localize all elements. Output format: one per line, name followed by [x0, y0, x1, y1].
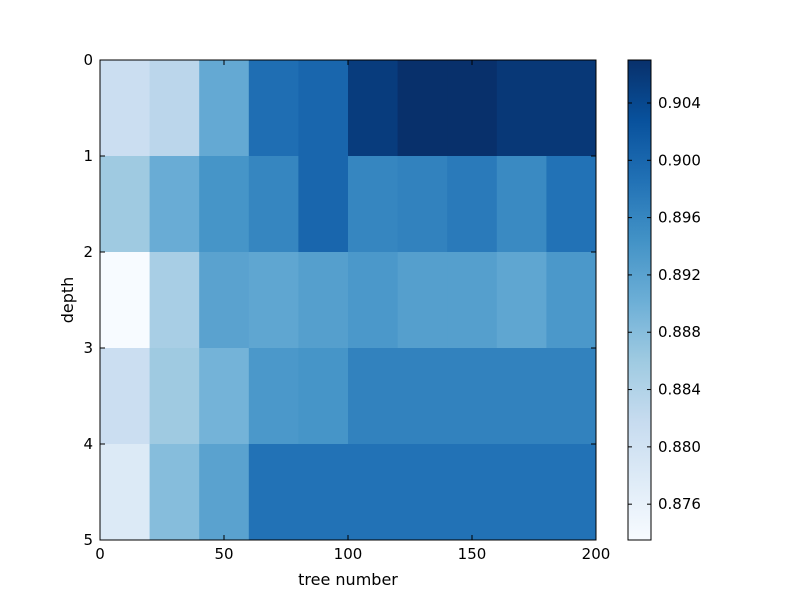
x-axis-ticks: 0 50 100 150 200	[95, 60, 610, 563]
heatmap-cell	[397, 156, 448, 253]
heatmap-cell	[100, 252, 151, 349]
x-axis-label: tree number	[298, 570, 398, 589]
x-tick-label: 0	[95, 545, 105, 563]
heatmap-cell	[248, 348, 299, 445]
heatmap-cell	[100, 348, 151, 445]
x-tick-label: 150	[458, 545, 487, 563]
heatmap-cell	[348, 444, 399, 541]
heatmap-cell	[546, 252, 597, 349]
heatmap-cell	[496, 60, 547, 157]
heatmap-cell	[298, 348, 349, 445]
colorbar-ticks: 0.876 0.880 0.884 0.888 0.892 0.896 0.900 0.904	[628, 94, 701, 513]
colorbar-tick-label: 0.896	[658, 209, 701, 227]
heatmap-cell	[100, 60, 151, 157]
y-tick-label: 0	[83, 51, 93, 69]
heatmap-cell	[248, 60, 299, 157]
heatmap-cell	[298, 252, 349, 349]
heatmap-cell	[348, 348, 399, 445]
heatmap-cell	[546, 444, 597, 541]
x-tick-label: 50	[214, 545, 233, 563]
heatmap-cell	[149, 444, 200, 541]
x-tick-label: 200	[582, 545, 611, 563]
heatmap-cell	[397, 60, 448, 157]
y-axis-ticks: 0 1 2 3 4 5	[83, 51, 596, 549]
colorbar-tick-label: 0.892	[658, 266, 701, 284]
colorbar-tick-label: 0.880	[658, 438, 701, 456]
heatmap-cell	[149, 60, 200, 157]
colorbar	[627, 59, 652, 541]
heatmap-cells	[100, 60, 597, 541]
heatmap-cell	[496, 348, 547, 445]
heatmap-cell	[298, 156, 349, 253]
y-tick-label: 2	[83, 243, 93, 261]
heatmap-cell	[447, 156, 498, 253]
colorbar-tick-label: 0.876	[658, 495, 701, 513]
colorbar-tick-label: 0.904	[658, 94, 701, 112]
heatmap-cell	[496, 156, 547, 253]
heatmap-cell	[496, 444, 547, 541]
heatmap-cell	[199, 60, 250, 157]
heatmap-cell	[100, 444, 151, 541]
heatmap-cell	[149, 156, 200, 253]
heatmap-cell	[248, 444, 299, 541]
heatmap-cell	[100, 156, 151, 253]
y-tick-label: 4	[83, 435, 93, 453]
colorbar-tick-label: 0.900	[658, 151, 701, 169]
y-tick-label: 3	[83, 339, 93, 357]
heatmap-cell	[199, 156, 250, 253]
heatmap-cell	[447, 444, 498, 541]
colorbar-tick-label: 0.884	[658, 381, 701, 399]
heatmap-cell	[447, 348, 498, 445]
heatmap-cell	[546, 60, 597, 157]
heatmap-cell	[496, 252, 547, 349]
heatmap-cell	[199, 252, 250, 349]
heatmap-cell	[348, 156, 399, 253]
heatmap-cell	[149, 348, 200, 445]
heatmap-cell	[298, 60, 349, 157]
heatmap-cell	[397, 444, 448, 541]
heatmap-cell	[348, 252, 399, 349]
heatmap-cell	[348, 60, 399, 157]
heatmap-cell	[546, 156, 597, 253]
heatmap-cell	[199, 444, 250, 541]
y-tick-label: 5	[83, 531, 93, 549]
heatmap-cell	[397, 348, 448, 445]
heatmap-cell	[447, 252, 498, 349]
heatmap-cell	[199, 348, 250, 445]
y-tick-label: 1	[83, 147, 93, 165]
y-axis-label: depth	[58, 277, 77, 324]
x-tick-label: 100	[334, 545, 363, 563]
heatmap-cell	[248, 252, 299, 349]
colorbar-tick-label: 0.888	[658, 323, 701, 341]
heatmap-cell	[447, 60, 498, 157]
heatmap-cell	[149, 252, 200, 349]
heatmap-cell	[546, 348, 597, 445]
heatmap-cell	[298, 444, 349, 541]
heatmap-cell	[397, 252, 448, 349]
heatmap-cell	[248, 156, 299, 253]
